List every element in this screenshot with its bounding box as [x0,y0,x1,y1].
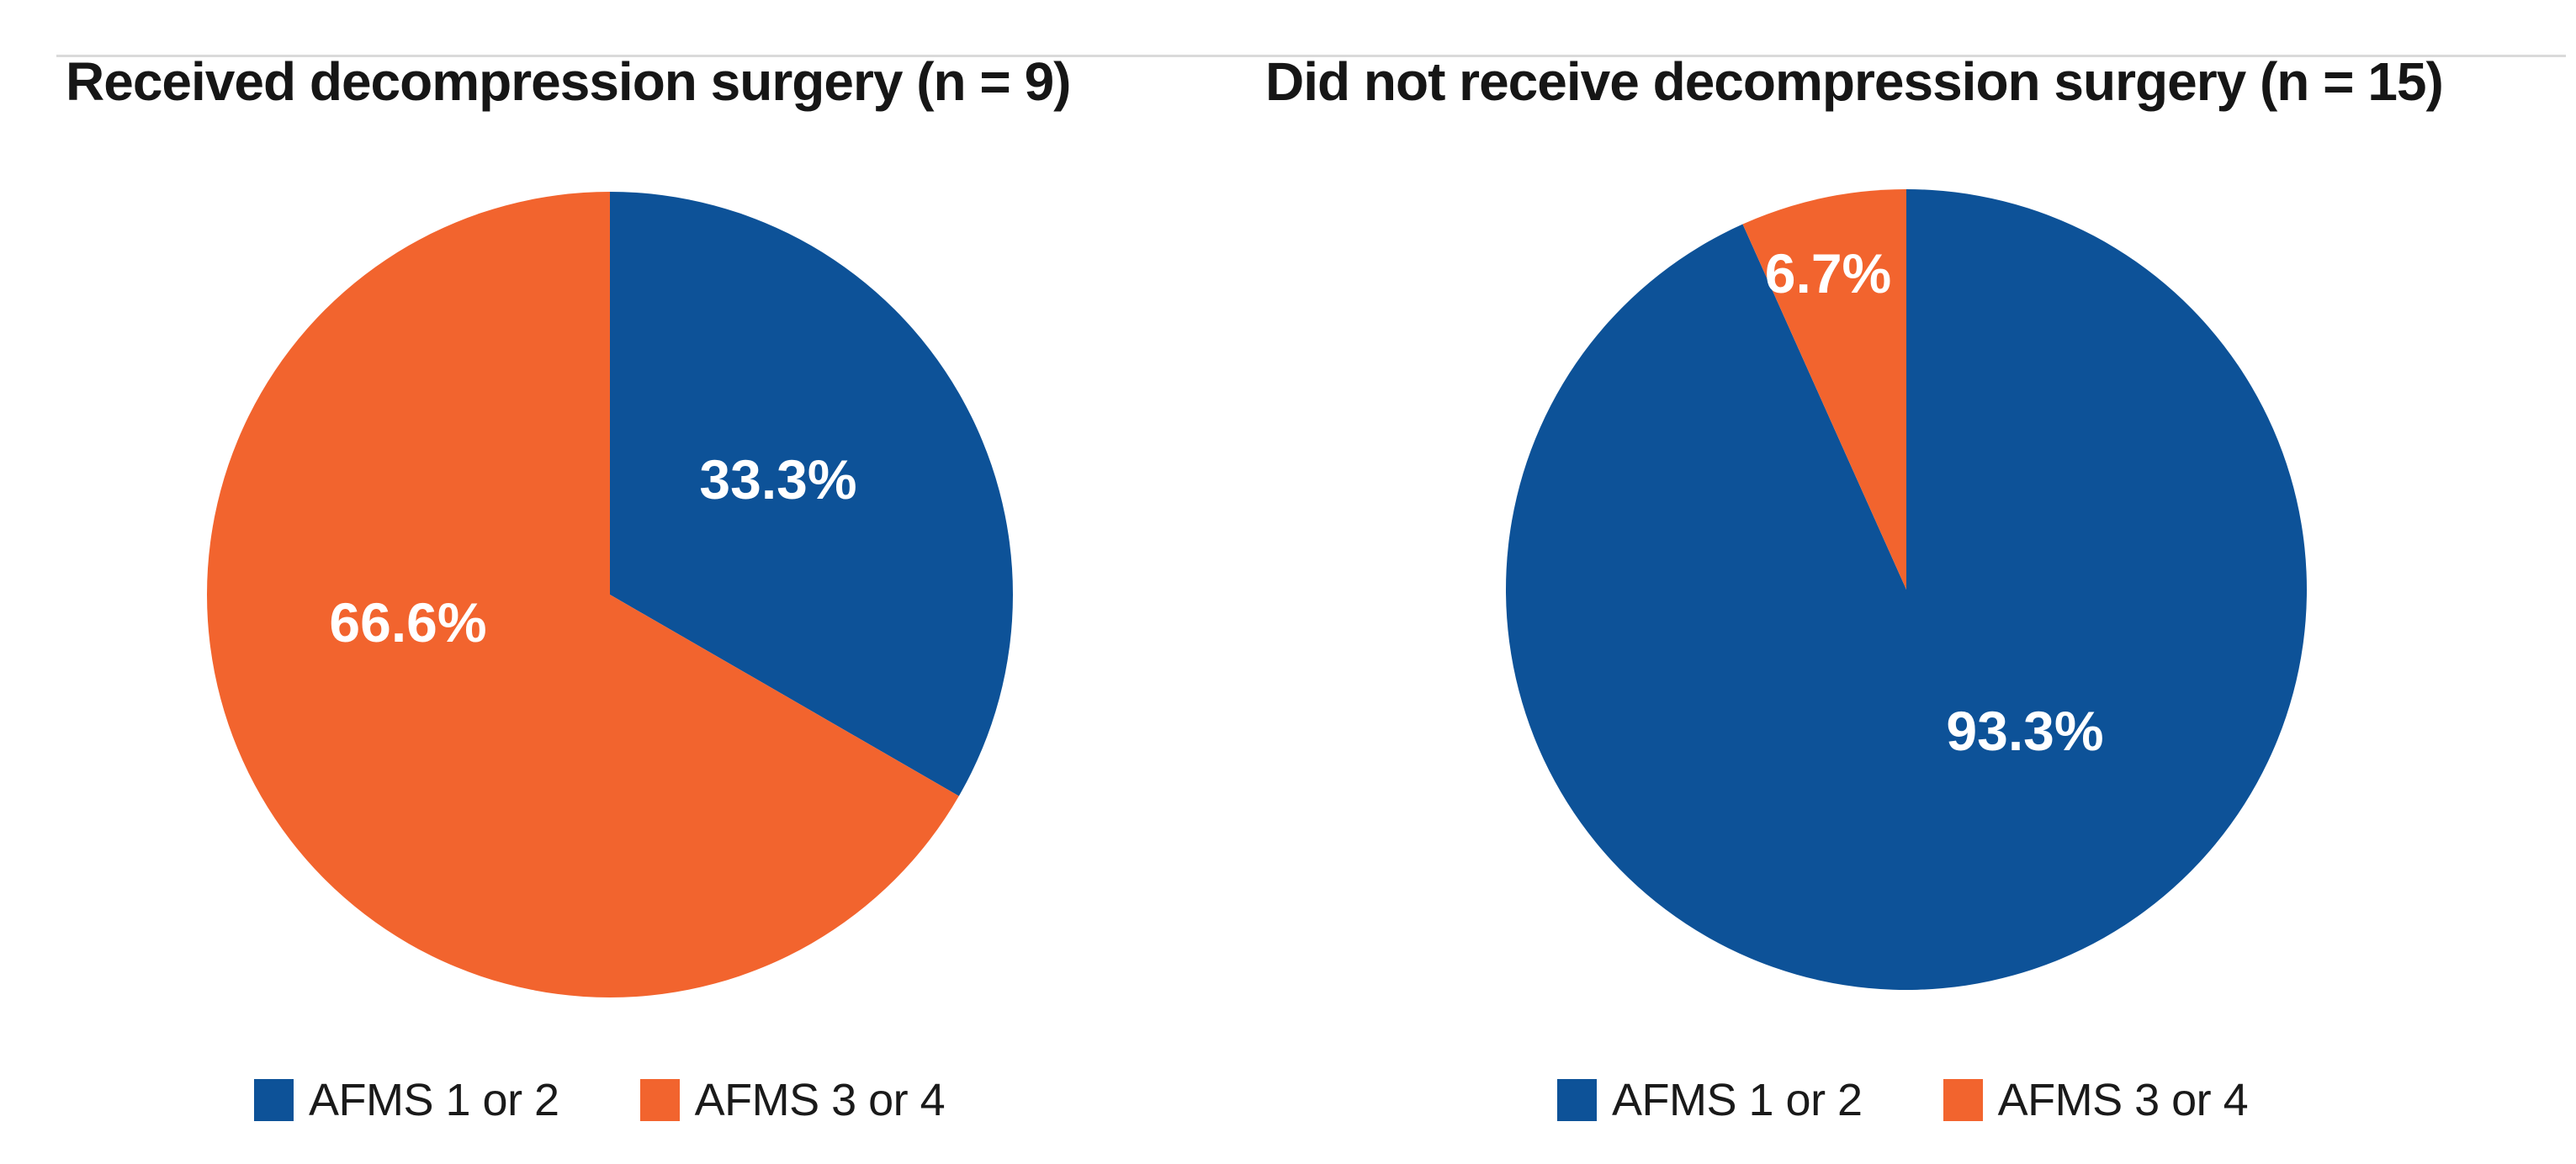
legend-left: AFMS 1 or 2 AFMS 3 or 4 [254,1075,946,1125]
legend-label-afms-3-4: AFMS 3 or 4 [1997,1075,2249,1125]
slice-label-left-afms-3-4: 66.6% [329,591,487,653]
slice-label-right-afms-1-2: 93.3% [1946,700,2104,762]
legend-swatch-orange-afms-3-4 [639,1079,680,1121]
pie-chart-right [1506,189,2307,990]
pie-chart-left [207,192,1013,997]
top-divider-line [56,55,2566,57]
legend-label-afms-1-2: AFMS 1 or 2 [309,1075,559,1125]
slice-label-right-afms-3-4: 6.7% [1764,242,1892,304]
slice-label-left-afms-1-2: 33.3% [699,448,857,511]
chart-title-left: Received decompression surgery (n = 9) [66,51,1071,112]
legend-swatch-blue-afms-1-2 [254,1079,294,1121]
chart-title-right: Did not receive decompression surgery (n… [1265,51,2444,112]
legend-swatch-blue-afms-1-2 [1557,1079,1597,1121]
legend-right: AFMS 1 or 2 AFMS 3 or 4 [1557,1075,2249,1125]
legend-label-afms-3-4: AFMS 3 or 4 [694,1075,946,1125]
legend-label-afms-1-2: AFMS 1 or 2 [1612,1075,1863,1125]
legend-swatch-orange-afms-3-4 [1943,1079,1983,1121]
